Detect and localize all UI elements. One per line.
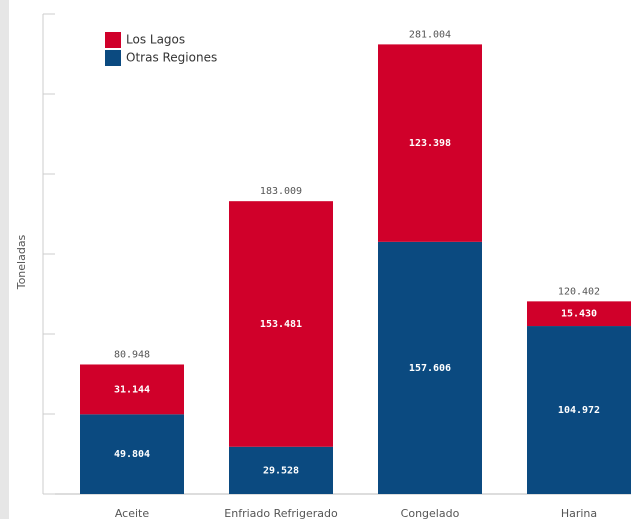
x-tick-label: Harina [561,507,597,519]
x-tick-label: Congelado [401,507,460,519]
legend-label: Otras Regiones [126,51,217,65]
total-label: 80.948 [114,349,150,360]
side-strip [0,0,9,519]
value-label: 153.481 [260,319,302,330]
value-label: 29.528 [263,465,299,476]
x-tick-label: Aceite [115,507,150,519]
bar-segment [527,301,631,327]
total-label: 281.004 [409,29,451,40]
bar-segment [229,446,333,494]
bar-segment [80,414,184,494]
value-label: 31.144 [114,384,150,395]
legend-swatch [105,32,121,48]
bar-segment [80,364,184,415]
total-label: 120.402 [558,286,600,297]
value-label: 157.606 [409,363,451,374]
total-label: 183.009 [260,186,302,197]
y-axis-label: Toneladas [15,234,28,290]
value-label: 123.398 [409,138,451,149]
x-tick-label: Enfriado Refrigerado [224,507,338,519]
bar-segment [378,241,482,494]
bar-segment [229,201,333,447]
bar-segment [378,44,482,242]
value-label: 104.972 [558,405,600,416]
legend-swatch [105,50,121,66]
bar-segment [527,326,631,494]
value-label: 49.804 [114,449,150,460]
legend-label: Los Lagos [126,33,185,47]
value-label: 15.430 [561,309,597,320]
